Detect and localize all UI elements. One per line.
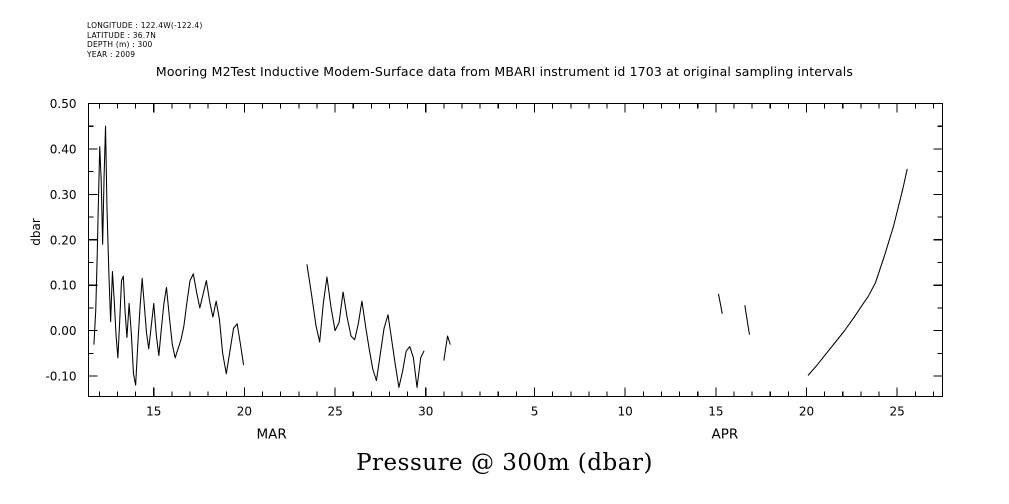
- x-axis-ticks: [98, 103, 934, 397]
- y-axis-ticks: [88, 102, 943, 377]
- svg-text:30: 30: [418, 405, 433, 419]
- svg-text:0.40: 0.40: [50, 142, 77, 156]
- segment-3-march-31: [443, 335, 451, 361]
- svg-text:5: 5: [531, 405, 539, 419]
- chart-title: Mooring M2Test Inductive Modem-Surface d…: [155, 64, 854, 79]
- svg-text:0.30: 0.30: [50, 188, 77, 202]
- svg-text:MAR: MAR: [256, 427, 286, 443]
- svg-text:APR: APR: [712, 427, 739, 443]
- svg-text:10: 10: [618, 405, 633, 419]
- x-axis-tick-labels: 15 20 25 30 5 10 15 20 25: [146, 405, 905, 419]
- svg-text:0.10: 0.10: [50, 279, 77, 293]
- svg-text:25: 25: [327, 405, 342, 419]
- y-axis-tick-labels: 0.50 0.40 0.30 0.20 0.10 0.00 -0.10: [45, 97, 76, 384]
- svg-text:-0.10: -0.10: [45, 370, 76, 384]
- bottom-caption: Pressure @ 300m (dbar): [356, 450, 653, 476]
- svg-text:25: 25: [890, 405, 905, 419]
- svg-text:0.20: 0.20: [50, 233, 77, 247]
- axis-frame: [87, 102, 944, 398]
- segment-2-march-mid: [306, 264, 425, 388]
- segment-4-april-15: [718, 293, 723, 314]
- metadata-latitude: LATITUDE : 36.7N: [87, 30, 157, 40]
- metadata-depth: DEPTH (m) : 300: [87, 40, 153, 50]
- svg-text:20: 20: [237, 405, 252, 419]
- svg-text:0.50: 0.50: [50, 97, 77, 111]
- metadata-block: LONGITUDE : 122.4W(-122.4) LATITUDE : 36…: [87, 21, 202, 59]
- metadata-year: YEAR : 2009: [87, 49, 136, 59]
- segment-6-april-late: [807, 168, 908, 376]
- segment-1-march-early: [93, 125, 245, 386]
- data-series: [93, 125, 908, 388]
- svg-text:15: 15: [146, 405, 161, 419]
- svg-text:15: 15: [708, 405, 723, 419]
- svg-text:20: 20: [799, 405, 814, 419]
- segment-5-april-17: [744, 305, 750, 335]
- month-labels: MAR APR: [256, 427, 738, 443]
- svg-text:0.00: 0.00: [50, 324, 77, 338]
- metadata-longitude: LONGITUDE : 122.4W(-122.4): [87, 21, 203, 30]
